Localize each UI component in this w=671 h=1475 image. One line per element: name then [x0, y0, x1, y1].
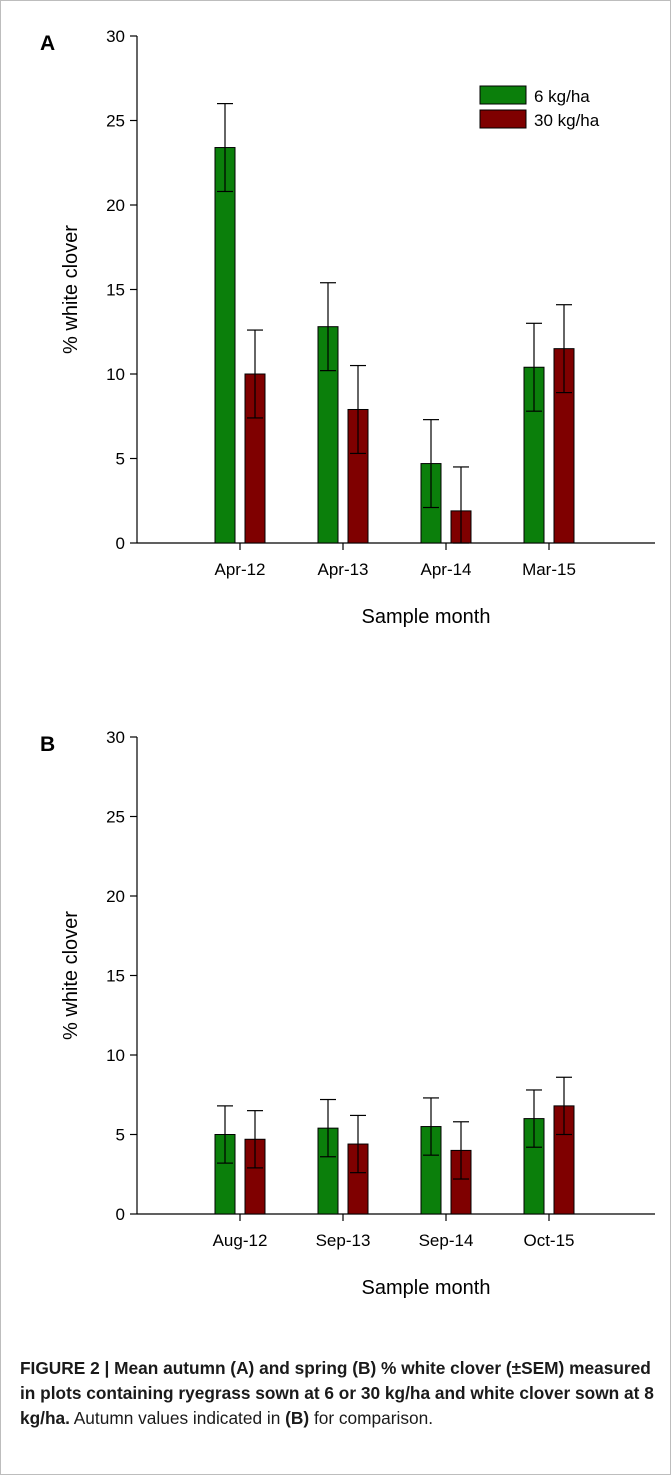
x-tick-label: Apr-12 — [214, 560, 265, 579]
x-tick-label: Sep-14 — [419, 1231, 474, 1250]
y-tick-label: 0 — [116, 534, 125, 553]
legend-label: 6 kg/ha — [534, 87, 590, 106]
figure-caption: FIGURE 2 | Mean autumn (A) and spring (B… — [20, 1356, 655, 1431]
y-tick-label: 15 — [106, 967, 125, 986]
x-axis-label: Sample month — [362, 606, 491, 628]
chart-panel-a: A 0 5 10 15 20 25 30 % white clover Apr-12 Apr-13 A… — [0, 0, 671, 690]
y-tick-label: 25 — [106, 112, 125, 131]
panel-letter: B — [40, 733, 55, 756]
y-tick-label: 20 — [106, 196, 125, 215]
y-tick-label: 30 — [106, 728, 125, 747]
x-tick-label: Apr-13 — [317, 560, 368, 579]
y-axis-label: % white clover — [60, 225, 82, 354]
y-tick-label: 10 — [106, 365, 125, 384]
x-tick-label: Oct-15 — [523, 1231, 574, 1250]
y-tick-label: 20 — [106, 887, 125, 906]
y-tick-label: 15 — [106, 281, 125, 300]
x-axis-label: Sample month — [362, 1277, 491, 1299]
panel-letter: A — [40, 32, 55, 55]
x-tick-label: Mar-15 — [522, 560, 576, 579]
caption-bold: FIGURE 2 | Mean autumn (A) and spring (B… — [20, 1358, 654, 1428]
legend-swatch — [479, 85, 527, 105]
y-tick-label: 10 — [106, 1046, 125, 1065]
y-tick-label: 5 — [116, 450, 125, 469]
bar — [214, 147, 236, 544]
legend-label: 30 kg/ha — [534, 111, 600, 130]
caption-bold-panel-ref: (B) — [285, 1408, 310, 1428]
y-tick-label: 5 — [116, 1126, 125, 1145]
caption-text-1: Autumn values indicated in — [69, 1408, 286, 1428]
chart-panel-b: B 0 5 10 15 20 25 30 % white clover Aug-12 Sep-13 S… — [0, 700, 671, 1320]
x-tick-label: Sep-13 — [316, 1231, 371, 1250]
x-tick-label: Apr-14 — [420, 560, 471, 579]
x-tick-label: Aug-12 — [213, 1231, 268, 1250]
bar-chart-a: A 0 5 10 15 20 25 30 % white clover Apr-12 Apr-13 A… — [40, 27, 655, 628]
caption-text-2: for comparison. — [309, 1408, 434, 1428]
legend-swatch — [479, 109, 527, 129]
bar-chart-b: B 0 5 10 15 20 25 30 % white clover Aug-12 Sep-13 S… — [40, 728, 655, 1299]
y-axis-label: % white clover — [60, 911, 82, 1040]
y-tick-label: 30 — [106, 27, 125, 46]
y-tick-label: 25 — [106, 808, 125, 827]
y-tick-label: 0 — [116, 1205, 125, 1224]
